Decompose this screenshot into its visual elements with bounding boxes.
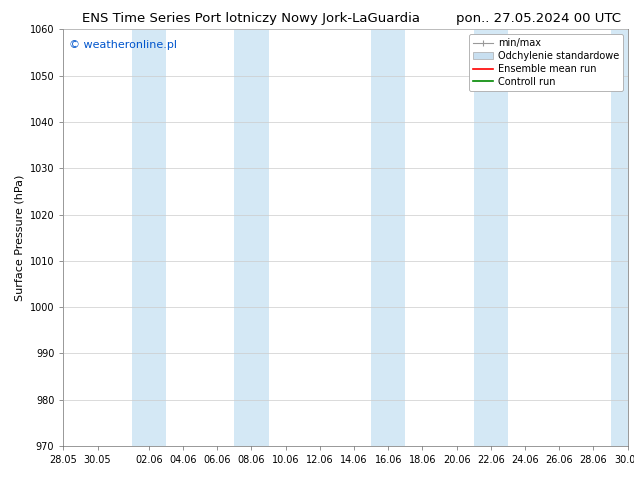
Text: pon.. 27.05.2024 00 UTC: pon.. 27.05.2024 00 UTC	[456, 12, 621, 25]
Legend: min/max, Odchylenie standardowe, Ensemble mean run, Controll run: min/max, Odchylenie standardowe, Ensembl…	[469, 34, 623, 91]
Bar	[611, 29, 634, 446]
Bar	[235, 29, 269, 446]
Text: © weatheronline.pl: © weatheronline.pl	[69, 40, 177, 50]
Y-axis label: Surface Pressure (hPa): Surface Pressure (hPa)	[14, 174, 24, 301]
Text: ENS Time Series Port lotniczy Nowy Jork-LaGuardia: ENS Time Series Port lotniczy Nowy Jork-…	[82, 12, 420, 25]
Bar	[132, 29, 166, 446]
Bar	[474, 29, 508, 446]
Bar	[371, 29, 405, 446]
